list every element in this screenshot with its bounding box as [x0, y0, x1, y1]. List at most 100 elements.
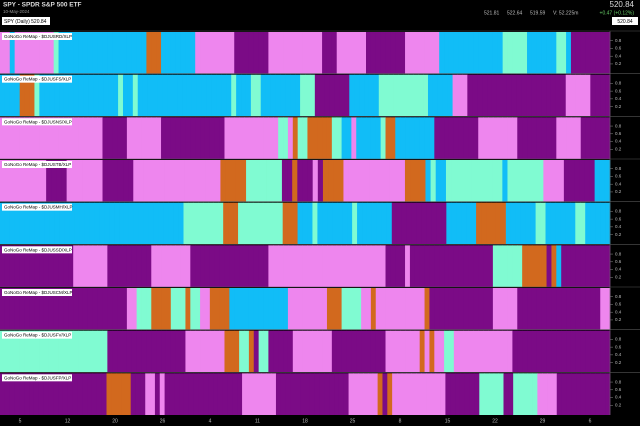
- heat-bar: [481, 160, 488, 202]
- heat-bar: [9, 245, 16, 287]
- heat-bar: [107, 330, 113, 373]
- heat-bar: [112, 288, 118, 330]
- heat-bar: [200, 288, 206, 330]
- heat-bar: [179, 373, 185, 415]
- heat-bar: [361, 245, 367, 287]
- heat-bar: [39, 202, 46, 245]
- heat-bar: [453, 117, 460, 159]
- heat-bar: [111, 373, 117, 415]
- heat-bar: [107, 288, 113, 330]
- heat-bar: [19, 32, 25, 74]
- heat-bar: [275, 74, 281, 117]
- heat-bar: [437, 74, 444, 117]
- change: +0.47 (+0.12%): [600, 10, 635, 16]
- heat-bar: [556, 32, 562, 74]
- heat-bar: [570, 74, 576, 117]
- heat-bar: [387, 373, 393, 415]
- heat-bar: [531, 330, 538, 373]
- heat-bar: [218, 202, 224, 245]
- heat-bar: [390, 117, 396, 159]
- heat-bar: [391, 202, 398, 245]
- heat-bar: [29, 74, 35, 117]
- heat-bar: [272, 202, 279, 245]
- heat-bar: [78, 117, 84, 159]
- heat-bar: [167, 74, 173, 117]
- heat-bar: [478, 117, 484, 159]
- heat-bar: [424, 330, 430, 373]
- heat-bar: [46, 160, 52, 202]
- heat-bar: [541, 288, 547, 330]
- heat-bar: [24, 245, 30, 287]
- heat-bar: [24, 202, 31, 245]
- heat-bar: [273, 288, 279, 330]
- heat-bar: [506, 74, 513, 117]
- heat-bar: [290, 74, 296, 117]
- heat-bar: [312, 330, 318, 373]
- last-price: 520.84: [610, 0, 635, 9]
- heat-bar: [126, 117, 133, 159]
- heat-bar: [287, 330, 294, 373]
- heat-bar: [200, 330, 206, 373]
- heat-bar: [51, 160, 57, 202]
- heat-bar: [448, 330, 455, 373]
- heat-bar: [467, 74, 473, 117]
- heat-bar: [590, 288, 596, 330]
- heat-bar: [551, 245, 557, 287]
- heat-bar: [458, 288, 464, 330]
- heat-bar: [403, 74, 409, 117]
- heat-bar: [517, 330, 523, 373]
- heat-bar: [595, 32, 601, 74]
- heat-bar: [97, 160, 103, 202]
- heat-bar: [535, 202, 541, 245]
- heat-bar: [151, 288, 157, 330]
- heat-bar: [0, 202, 6, 245]
- heat-bar: [354, 74, 360, 117]
- heat-bar: [151, 245, 157, 287]
- heat-bar: [420, 160, 426, 202]
- heat-bar: [410, 160, 416, 202]
- heat-bar: [287, 202, 294, 245]
- heat-bar: [224, 117, 230, 159]
- heat-bar: [527, 245, 533, 287]
- heat-bar: [14, 32, 20, 74]
- heat-bar: [546, 74, 552, 117]
- heat-bar: [527, 288, 533, 330]
- heat-bar: [198, 373, 204, 415]
- heat-bar: [25, 160, 32, 202]
- heat-bar: [156, 330, 162, 373]
- heat-bar: [561, 330, 567, 373]
- heat-bar: [92, 245, 98, 287]
- heat-bar: [185, 288, 191, 330]
- heat-bar: [605, 373, 611, 415]
- heat-bar: [165, 245, 172, 287]
- heat-bar: [258, 32, 264, 74]
- heat-bar: [234, 288, 240, 330]
- heat-bar: [424, 117, 430, 159]
- heat-bar: [424, 32, 430, 74]
- heat-bar: [34, 245, 40, 287]
- heat-bar: [371, 202, 378, 245]
- heat-bar: [15, 160, 21, 202]
- heat-bar: [74, 202, 80, 245]
- heat-bar: [9, 330, 16, 373]
- heat-bar: [595, 330, 601, 373]
- heat-bar: [228, 202, 234, 245]
- heat-bar: [136, 288, 142, 330]
- heat-bar: [48, 288, 55, 330]
- heat-bar: [281, 160, 288, 202]
- heat-bar: [496, 74, 503, 117]
- heat-bar: [590, 245, 596, 287]
- heat-bar: [580, 117, 586, 159]
- main-price-box: [612, 17, 638, 25]
- heat-bar: [447, 74, 453, 117]
- heat-bar: [287, 32, 294, 74]
- heat-bar: [362, 202, 368, 245]
- heat-bar: [445, 160, 452, 202]
- heat-bar: [273, 32, 279, 74]
- heat-bar: [531, 74, 537, 117]
- heat-bar: [307, 202, 313, 245]
- heat-bar: [38, 373, 44, 415]
- heat-bar: [130, 373, 136, 415]
- heat-bar: [292, 32, 299, 74]
- heat-bar: [322, 202, 328, 245]
